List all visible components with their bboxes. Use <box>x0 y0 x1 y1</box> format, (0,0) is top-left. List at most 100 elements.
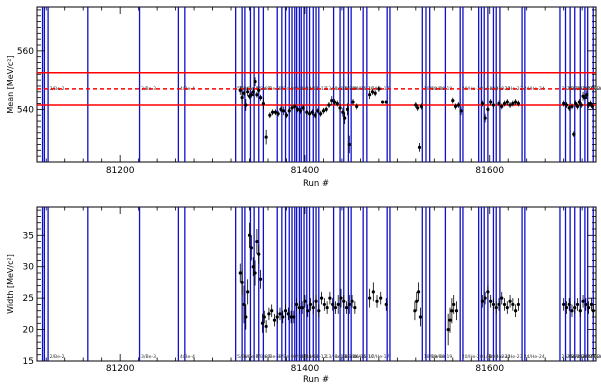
width-marker <box>255 239 259 244</box>
mean-marker <box>577 100 581 104</box>
mean-data-point <box>341 107 345 117</box>
width-marker <box>480 299 484 303</box>
width-run-marker-label: 17/He-17 <box>368 354 389 360</box>
width-data-point <box>259 269 263 289</box>
width-data-point <box>306 304 310 317</box>
width-data-point <box>516 298 520 311</box>
mean-marker <box>483 116 487 120</box>
width-run-marker-label: 12/He-12 <box>306 354 327 360</box>
width-marker <box>350 299 354 303</box>
width-marker <box>325 305 329 310</box>
width-marker <box>292 315 296 319</box>
width-data-point <box>295 298 299 311</box>
mean-data-point <box>500 103 504 110</box>
width-data-point <box>292 310 296 324</box>
width-marker <box>379 296 383 300</box>
mean-marker <box>338 106 342 110</box>
mean-marker <box>377 87 381 91</box>
width-marker <box>322 302 326 307</box>
width-marker <box>454 309 459 313</box>
width-data-point <box>494 301 498 314</box>
mean-marker <box>583 96 587 100</box>
mean-panel: 2/Be-23/Be-34/Be-45/Be-56/Be-67/Be-78/Be… <box>6 6 601 189</box>
width-marker <box>508 299 512 303</box>
mean-marker <box>264 135 268 139</box>
mean-data-point <box>585 90 589 100</box>
mean-data-point <box>480 100 484 107</box>
mean-marker <box>588 101 593 106</box>
mean-data-point <box>377 85 381 92</box>
mean-marker <box>335 101 339 106</box>
width-run-marker-label: 29/He-29 <box>589 354 601 360</box>
mean-x-tick-label: 81400 <box>291 166 320 176</box>
mean-y-tick-label: 540 <box>17 105 34 115</box>
width-marker <box>249 246 253 250</box>
mean-marker <box>384 100 388 104</box>
mean-data-point <box>321 107 326 114</box>
width-marker <box>283 309 288 313</box>
mean-marker <box>514 100 518 104</box>
width-data-point <box>575 298 580 311</box>
mean-data-point <box>579 102 583 108</box>
mean-data-point <box>253 77 257 86</box>
mean-marker <box>505 100 509 104</box>
width-data-point <box>242 285 246 324</box>
mean-data-point <box>335 100 339 107</box>
width-marker <box>259 277 263 281</box>
mean-marker <box>370 90 374 94</box>
width-data-point <box>246 279 250 305</box>
width-marker <box>500 296 504 300</box>
mean-marker <box>416 106 420 110</box>
mean-data-point <box>489 99 493 105</box>
mean-data-point <box>384 100 388 104</box>
mean-data-point <box>279 106 283 113</box>
width-data-point <box>319 291 324 305</box>
mean-marker <box>276 112 280 116</box>
mean-data-point <box>255 91 259 98</box>
width-marker <box>516 302 520 307</box>
width-data-point <box>336 295 340 314</box>
mean-marker <box>511 101 515 106</box>
width-run-marker-label: 25/He-25 <box>561 354 582 360</box>
mean-data-point <box>284 112 289 119</box>
width-data-point <box>454 301 459 321</box>
mean-marker <box>489 100 493 104</box>
mean-run-marker-label: 10/Be-10 <box>291 86 312 92</box>
width-data-point <box>416 282 421 302</box>
width-marker <box>319 296 324 300</box>
width-data-point <box>253 260 257 286</box>
mean-data-point <box>351 99 355 105</box>
width-x-axis-label: Run # <box>303 375 329 385</box>
mean-data-point <box>268 112 272 119</box>
mean-marker <box>244 103 248 107</box>
width-marker <box>562 302 566 307</box>
width-data-point <box>308 298 313 311</box>
width-marker <box>333 305 338 310</box>
width-marker <box>297 305 302 310</box>
width-data-point <box>328 291 332 305</box>
width-marker <box>242 302 246 307</box>
width-marker <box>306 309 310 313</box>
width-run-marker-label: 10/Be-10 <box>291 354 312 360</box>
mean-data-point <box>242 90 246 97</box>
mean-marker <box>259 96 263 100</box>
width-data-point <box>342 295 346 308</box>
width-y-tick-label: 25 <box>23 294 34 304</box>
width-marker <box>251 265 255 269</box>
width-data-point <box>505 301 509 314</box>
mean-marker <box>419 104 423 109</box>
width-marker <box>278 312 282 316</box>
mean-marker <box>240 96 244 100</box>
mean-data-point <box>249 91 253 98</box>
width-marker <box>295 302 299 307</box>
mean-marker <box>380 100 385 104</box>
width-marker <box>384 302 388 307</box>
mean-marker <box>343 116 347 120</box>
width-marker <box>246 290 250 294</box>
width-marker <box>244 315 248 319</box>
width-marker <box>270 309 274 313</box>
width-marker <box>347 302 351 307</box>
width-marker <box>587 305 591 310</box>
width-run-marker-label: 23/He-23 <box>501 354 522 360</box>
